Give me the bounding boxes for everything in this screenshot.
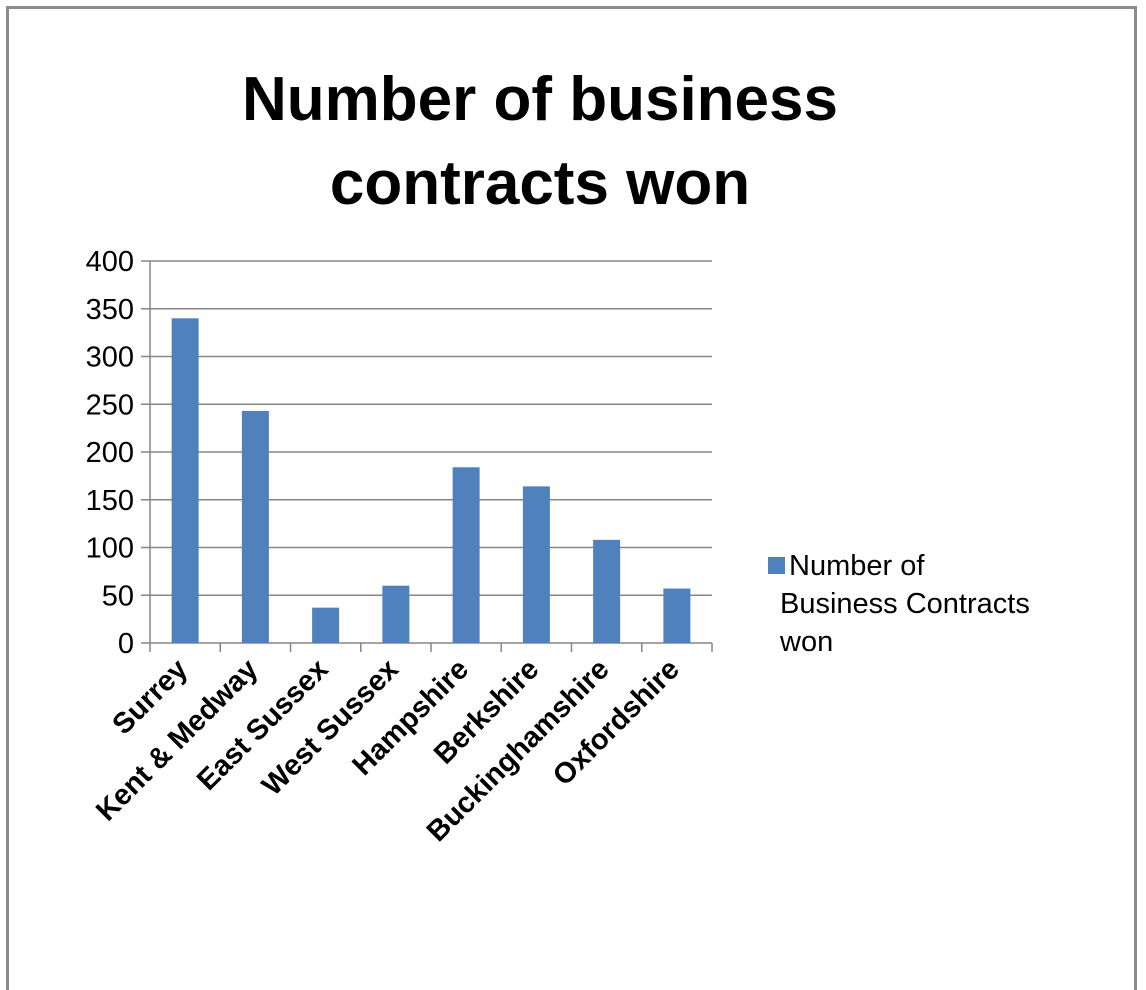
y-tick-label: 100: [86, 533, 134, 565]
y-tick-label: 0: [118, 628, 134, 660]
y-tick-label: 350: [86, 294, 134, 326]
y-tick-label: 300: [86, 342, 134, 374]
bar-buckinghamshire: [593, 539, 621, 643]
y-tick-label: 50: [102, 580, 134, 612]
bar-west-sussex: [382, 585, 410, 643]
y-tick-label: 200: [86, 437, 134, 469]
chart-title-line-2: contracts won: [329, 149, 751, 218]
y-tick-label: 400: [86, 246, 134, 278]
legend-label-line: Business Contracts: [780, 588, 1030, 620]
bar-east-sussex: [312, 607, 340, 643]
bar-kent-medway: [241, 410, 269, 643]
bar-surrey: [171, 318, 199, 643]
bar-hampshire: [452, 467, 480, 643]
chart-title: Number of business contracts won: [150, 58, 930, 226]
axes: [141, 260, 713, 652]
y-tick-label: 150: [86, 485, 134, 517]
legend-label-line: won: [779, 626, 833, 658]
bars: [171, 318, 691, 643]
y-tick-label: 250: [86, 389, 134, 421]
legend-swatch: [768, 557, 785, 574]
y-tick-labels: 0 50 100 150 200 250 300 350 400: [86, 246, 134, 660]
gridlines: [150, 260, 712, 596]
bar-berkshire: [522, 486, 550, 643]
bar-oxfordshire: [663, 588, 691, 643]
chart-title-line-1: Number of business: [242, 65, 838, 134]
legend-label-line: Number of: [789, 550, 925, 582]
legend: Number of Business Contracts won: [768, 550, 1030, 658]
